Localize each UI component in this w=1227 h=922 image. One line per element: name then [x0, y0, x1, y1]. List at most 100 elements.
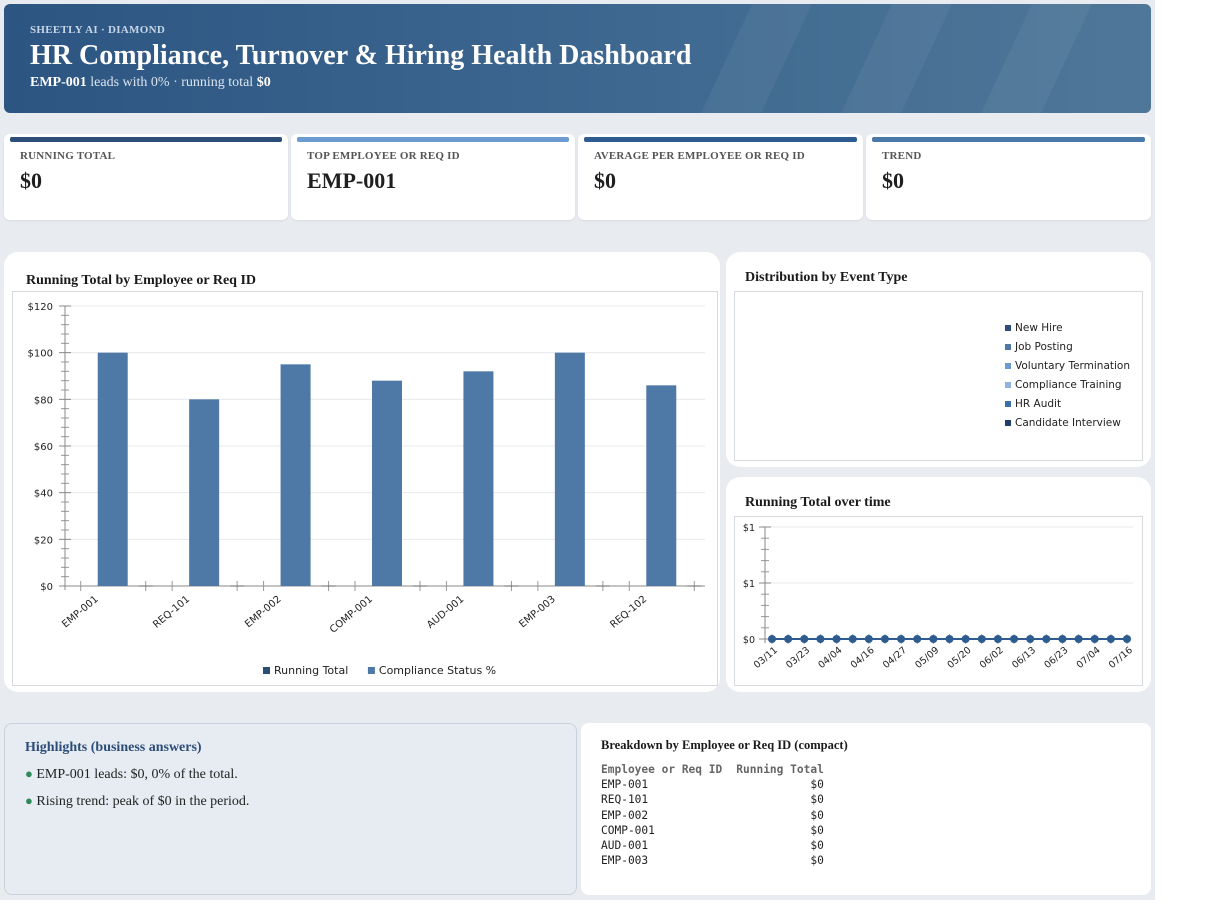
table-cell: REQ-101 [601, 793, 649, 807]
x-tick-label: 04/27 [881, 645, 909, 671]
legend-swatch [1005, 420, 1011, 426]
table-cell: $0 [810, 778, 824, 791]
kpi-accent-bar [297, 137, 569, 142]
bar-compliance-status [554, 352, 585, 586]
data-point [864, 635, 873, 643]
highlight-item: ● EMP-001 leads: $0, 0% of the total. [25, 766, 556, 783]
highlight-text: EMP-001 leads: $0, 0% of the total. [36, 767, 238, 782]
highlights-panel: Highlights (business answers) ● EMP-001 … [4, 723, 577, 895]
kpi-card-top-employee: TOP EMPLOYEE OR REQ ID EMP-001 [291, 134, 575, 220]
line-chart-panel: Running Total over time $0 $1 $1 03/11 03/23… [726, 477, 1151, 692]
kpi-card-running-total: RUNNING TOTAL $0 [4, 134, 288, 220]
data-point [848, 635, 857, 643]
y-tick-label: $0 [743, 635, 755, 646]
y-tick-label: $0 [40, 582, 53, 593]
bar-compliance-status [97, 352, 128, 586]
kpi-accent-bar [10, 137, 282, 142]
dashboard-canvas: SHEETLY AI · DIAMOND HR Compliance, Turn… [0, 0, 1155, 900]
table-row: AUD-001 $0 [601, 838, 824, 853]
x-tick-label: REQ-101 [151, 594, 192, 631]
column-header: Running Total [736, 763, 824, 776]
y-tick-label: $20 [34, 535, 53, 546]
x-tick-label: 03/11 [752, 645, 780, 671]
x-tick-label: 04/16 [849, 645, 877, 671]
y-tick-label: $1 [743, 579, 755, 590]
table-cell: EMP-003 [601, 854, 649, 868]
data-point [784, 635, 793, 643]
y-tick-label: $60 [34, 442, 53, 453]
y-tick-label: $100 [28, 349, 53, 360]
legend-label: Compliance Training [1015, 379, 1122, 391]
data-point [1010, 635, 1019, 643]
data-point [1026, 635, 1035, 643]
bar-compliance-status [372, 380, 402, 586]
legend-swatch [1005, 401, 1011, 407]
y-tick-label: $120 [28, 302, 53, 313]
data-point [945, 635, 954, 643]
table-cell: EMP-001 [601, 778, 649, 791]
data-point [1090, 635, 1099, 643]
subtitle-text: leads with 0% · running total [86, 75, 257, 90]
legend-label: Job Posting [1014, 341, 1073, 353]
pie-chart-svg: New Hire Job Posting Voluntary Termination… [1005, 322, 1130, 429]
bar-compliance-status [463, 371, 494, 586]
highlight-text: Rising trend: peak of $0 in the period. [36, 794, 250, 809]
highlights-title: Highlights (business answers) [25, 740, 202, 755]
legend-swatch [1005, 325, 1011, 331]
data-point [897, 635, 906, 643]
kpi-label: TREND [882, 150, 922, 162]
legend-swatch [1005, 344, 1011, 350]
legend-swatch [263, 667, 270, 674]
x-tick-label: 03/23 [784, 645, 812, 671]
legend-label: Compliance Status % [379, 664, 496, 677]
data-point [929, 635, 938, 643]
pie-chart-plot: New Hire Job Posting Voluntary Termination… [734, 291, 1143, 461]
kpi-value: $0 [20, 168, 42, 193]
legend-label: Candidate Interview [1015, 417, 1121, 429]
x-tick-label: 07/16 [1107, 645, 1135, 671]
x-tick-label: 06/13 [1010, 645, 1038, 671]
brand-label: SHEETLY AI · DIAMOND [30, 24, 166, 36]
column-header: Employee or Req ID [601, 763, 723, 776]
subtitle-total: $0 [256, 75, 271, 90]
bar-chart-panel: Running Total by Employee or Req ID $0 $2… [4, 252, 720, 692]
x-tick-label: AUD-001 [425, 594, 466, 631]
table-cell: $0 [810, 808, 824, 822]
legend-label: Voluntary Termination [1015, 360, 1130, 372]
y-tick-label: $1 [743, 523, 755, 534]
data-point [1074, 635, 1083, 643]
data-point [832, 635, 841, 643]
kpi-accent-bar [584, 137, 857, 142]
data-point [1058, 635, 1067, 643]
x-tick-label: 06/23 [1042, 645, 1070, 671]
table-cell: $0 [810, 823, 824, 837]
kpi-accent-bar [872, 137, 1145, 142]
bar-chart-svg: $0 $20 $40 $60 $80 $100 $120 EMP-001 REQ-101 EMP-… [28, 302, 705, 677]
bullet-dot-icon: ● [25, 766, 33, 781]
legend-label: HR Audit [1015, 398, 1061, 410]
x-tick-label: 04/04 [816, 645, 844, 671]
x-tick-label: 05/20 [946, 645, 974, 671]
kpi-value: $0 [882, 168, 904, 193]
table-cell: EMP-002 [601, 808, 649, 822]
breakdown-title: Breakdown by Employee or Req ID (compact… [601, 738, 848, 752]
bar-compliance-status [280, 364, 311, 586]
x-tick-label: REQ-102 [608, 594, 649, 631]
table-cell: $0 [810, 854, 824, 868]
data-point [977, 635, 986, 643]
pie-chart-panel: Distribution by Event Type New Hire Job P… [726, 252, 1151, 467]
x-tick-label: 07/04 [1075, 645, 1103, 671]
page-title: HR Compliance, Turnover & Hiring Health … [30, 40, 692, 71]
legend-swatch [1005, 382, 1011, 388]
subtitle-leader: EMP-001 [30, 75, 87, 90]
kpi-value: $0 [594, 168, 616, 193]
bar-chart-title: Running Total by Employee or Req ID [26, 273, 257, 288]
page-subtitle: EMP-001 leads with 0% · running total $0 [30, 75, 1125, 91]
table-cell: AUD-001 [601, 839, 649, 853]
kpi-label: AVERAGE PER EMPLOYEE OR REQ ID [594, 150, 805, 162]
x-tick-label: 05/09 [913, 645, 941, 671]
table-row: COMP-001 $0 [601, 823, 824, 838]
data-point [1042, 635, 1051, 643]
data-point [880, 635, 889, 643]
x-tick-label: 06/02 [978, 645, 1006, 671]
